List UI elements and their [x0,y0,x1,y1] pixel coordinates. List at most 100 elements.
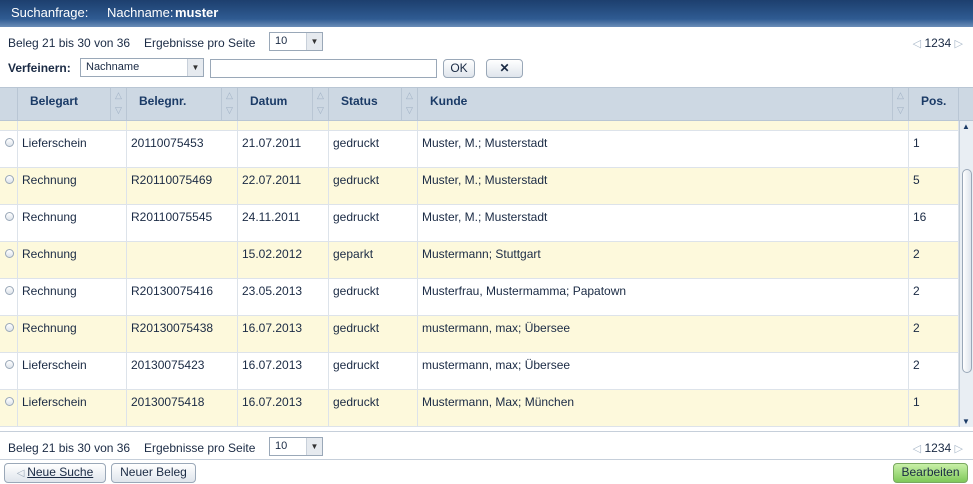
table-row[interactable]: Lieferschein 20130075418 16.07.2013 gedruck… [0,390,959,427]
prev-page-icon[interactable]: ◁ [912,38,922,50]
new-document-button[interactable]: Neuer Beleg [111,463,196,483]
cell [127,121,238,131]
prev-page-icon[interactable]: ◁ [912,443,922,455]
scroll-up-icon[interactable]: ▲ [962,122,970,131]
column-header-datum[interactable]: Datum [250,94,288,108]
cell-belegart: Lieferschein [18,131,127,168]
clear-button[interactable]: ✕ [486,59,523,78]
pager: ◁ 1234 ▷ [913,36,963,50]
page-4[interactable]: 4 [944,441,952,455]
cell-status: gedruckt [329,131,418,168]
ok-button[interactable]: OK [443,59,475,78]
cell-datum: 16.07.2013 [238,390,329,427]
row-radio[interactable] [5,286,14,295]
refine-field-select[interactable]: Nachname ▼ [80,58,204,77]
cell-belegnr: 20130075418 [127,390,238,427]
cell-belegnr: R20110075469 [127,168,238,205]
row-radio[interactable] [5,138,14,147]
select-column-header [0,88,18,121]
partial-row [0,121,959,131]
scrollbar-thumb[interactable] [962,169,972,373]
refine-field-value: Nachname [86,61,140,73]
row-radio[interactable] [5,175,14,184]
edit-button[interactable]: Bearbeiten [893,463,968,483]
cell-status: geparkt [329,242,418,279]
per-page-value: 10 [275,440,288,452]
cell-kunde: Mustermann; Stuttgart [418,242,909,279]
cell-kunde: mustermann, max; Übersee [418,353,909,390]
table-row[interactable]: Lieferschein 20110075453 21.07.2011 gedruck… [0,131,959,168]
row-radio[interactable] [5,397,14,406]
cell-belegnr: 20110075453 [127,131,238,168]
refine-bar: Verfeinern: Nachname ▼ OK ✕ [0,57,973,81]
refine-label: Verfeinern: [8,61,71,75]
close-icon: ✕ [499,61,510,75]
column-header-status[interactable]: Status [341,94,378,108]
cell-status: gedruckt [329,353,418,390]
row-radio[interactable] [5,249,14,258]
table-row[interactable]: Rechnung R20110075469 22.07.2011 gedruckt Mu… [0,168,959,205]
row-radio[interactable] [5,323,14,332]
cell [0,121,18,131]
cell-select [0,390,18,427]
cell-select [0,205,18,242]
top-toolbar: Beleg 21 bis 30 von 36 Ergebnisse pro Se… [0,31,973,55]
cell-select [0,316,18,353]
page-4[interactable]: 4 [944,36,952,50]
vertical-scrollbar[interactable]: ▲ ▼ [959,121,973,427]
cell-belegnr: R20130075438 [127,316,238,353]
column-header-belegnr[interactable]: Belegnr. [139,94,187,108]
cell-pos: 2 [909,316,959,353]
column-header-pos[interactable]: Pos. [909,88,959,121]
cell-belegart: Rechnung [18,242,127,279]
cell-belegart: Rechnung [18,168,127,205]
table-row[interactable]: Rechnung 15.02.2012 geparkt Mustermann; Stu… [0,242,959,279]
row-radio[interactable] [5,360,14,369]
page-1[interactable]: 1 [924,36,932,50]
column-header-kunde[interactable]: Kunde [430,94,468,108]
sort-status-icon[interactable]: △ ▽ [401,88,418,121]
new-search-button[interactable]: ◁ Neue Suche [4,463,106,483]
column-header-belegart[interactable]: Belegart [30,94,79,108]
search-query-value: muster [175,5,219,20]
cell-belegart: Rechnung [18,316,127,353]
divider [0,459,973,460]
back-arrow-icon: ◁ [16,468,28,479]
cell-pos: 1 [909,390,959,427]
table-row[interactable]: Rechnung R20110075545 24.11.2011 gedruckt Mu… [0,205,959,242]
cell-kunde: Muster, M.; Musterstadt [418,205,909,242]
next-page-icon[interactable]: ▷ [954,38,963,50]
sort-belegart-icon[interactable]: △ ▽ [110,88,127,121]
cell-datum: 16.07.2013 [238,316,329,353]
table-row[interactable]: Rechnung R20130075438 16.07.2013 gedruckt mu… [0,316,959,353]
page-1[interactable]: 1 [924,441,932,455]
cell-belegnr: R20130075416 [127,279,238,316]
sort-belegnr-icon[interactable]: △ ▽ [221,88,238,121]
cell-select [0,353,18,390]
cell-belegart: Rechnung [18,205,127,242]
per-page-select[interactable]: 10 ▼ [269,32,323,51]
cell [329,121,418,131]
row-radio[interactable] [5,212,14,221]
page-3[interactable]: 3 [937,36,945,50]
per-page-label-bottom: Ergebnisse pro Seite [144,441,256,455]
scroll-down-icon[interactable]: ▼ [962,417,970,426]
next-page-icon[interactable]: ▷ [954,443,963,455]
cell-belegart: Lieferschein [18,390,127,427]
cell [18,121,127,131]
cell-pos: 2 [909,242,959,279]
sort-kunde-icon[interactable]: △ ▽ [892,88,909,121]
cell-kunde: Muster, M.; Musterstadt [418,131,909,168]
sort-datum-icon[interactable]: △ ▽ [312,88,329,121]
table-header: Belegart △ ▽ Belegnr. △ ▽ Datum △ ▽ Status … [0,87,973,121]
table-row[interactable]: Lieferschein 20130075423 16.07.2013 gedruck… [0,353,959,390]
page-2[interactable]: 2 [931,441,938,455]
refine-input[interactable] [210,59,437,78]
table-row[interactable]: Rechnung R20130075416 23.05.2013 gedruckt Mu… [0,279,959,316]
bottom-toolbar: Beleg 21 bis 30 von 36 Ergebnisse pro Se… [0,436,973,460]
per-page-select-bottom[interactable]: 10 ▼ [269,437,323,456]
page-2[interactable]: 2 [931,36,938,50]
cell-belegart: Lieferschein [18,353,127,390]
page-3[interactable]: 3 [937,441,945,455]
cell-pos: 1 [909,131,959,168]
